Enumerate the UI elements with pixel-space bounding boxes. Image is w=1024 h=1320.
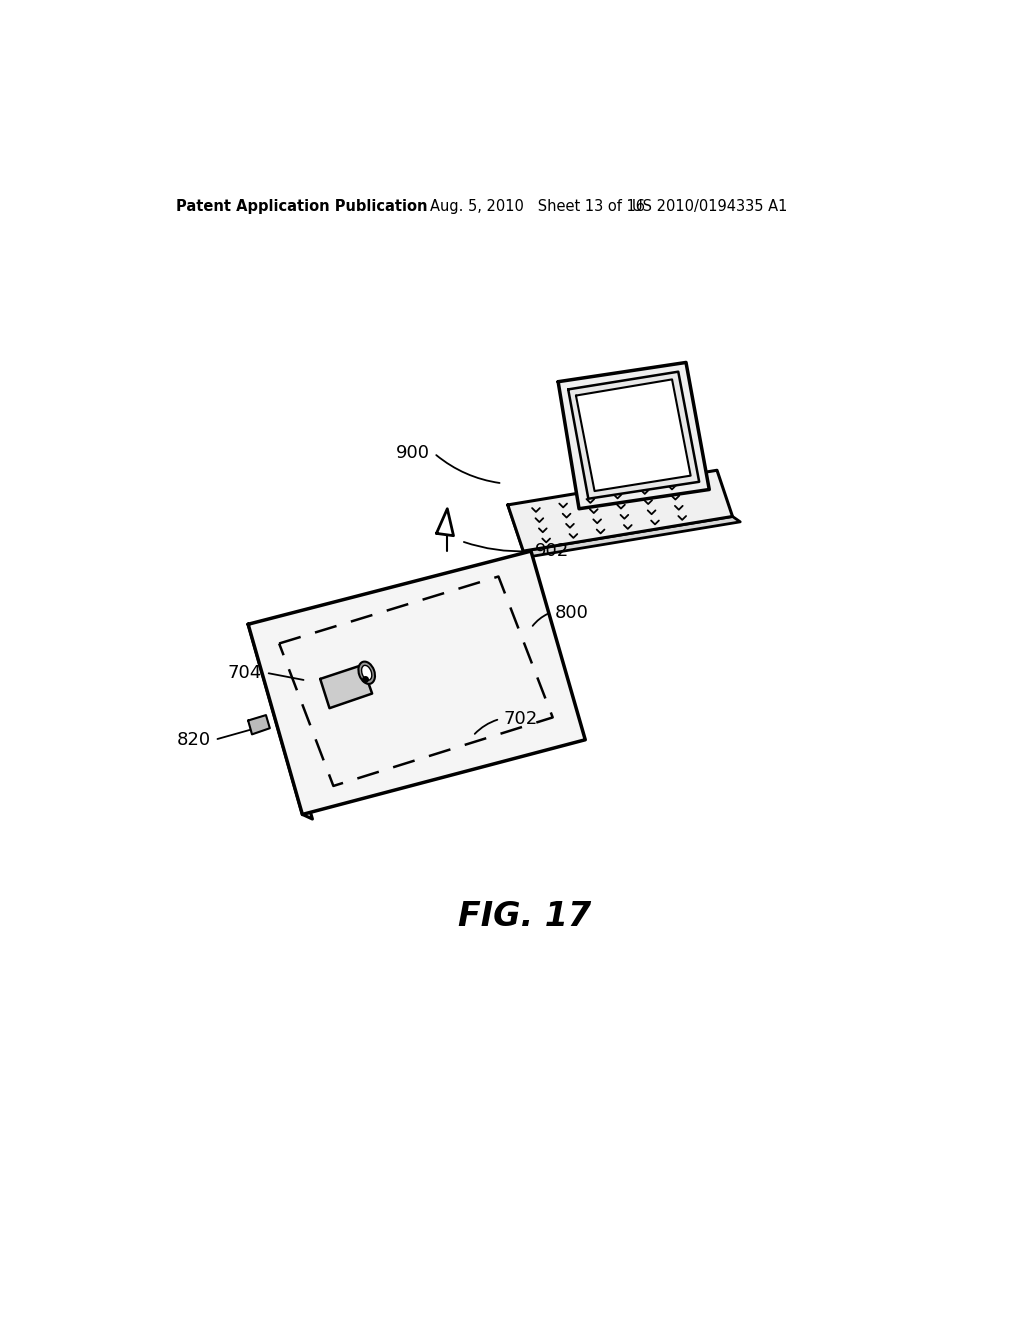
Polygon shape — [248, 552, 586, 814]
Polygon shape — [508, 506, 531, 554]
Ellipse shape — [358, 661, 375, 684]
Polygon shape — [575, 379, 690, 491]
Polygon shape — [523, 516, 740, 557]
Text: FIG. 17: FIG. 17 — [458, 900, 592, 933]
Text: 820: 820 — [177, 731, 211, 748]
Polygon shape — [558, 363, 710, 508]
Polygon shape — [321, 665, 372, 708]
Text: US 2010/0194335 A1: US 2010/0194335 A1 — [632, 198, 787, 214]
Polygon shape — [248, 624, 312, 818]
Text: Patent Application Publication: Patent Application Publication — [176, 198, 428, 214]
Polygon shape — [508, 470, 732, 552]
Text: 902: 902 — [535, 543, 569, 560]
Text: 900: 900 — [396, 445, 430, 462]
Text: 704: 704 — [227, 664, 262, 681]
Text: 702: 702 — [504, 710, 539, 727]
Text: 800: 800 — [554, 603, 588, 622]
Ellipse shape — [361, 665, 372, 680]
Polygon shape — [436, 508, 454, 536]
Polygon shape — [248, 715, 270, 734]
Polygon shape — [568, 372, 699, 499]
Text: Aug. 5, 2010   Sheet 13 of 16: Aug. 5, 2010 Sheet 13 of 16 — [430, 198, 645, 214]
